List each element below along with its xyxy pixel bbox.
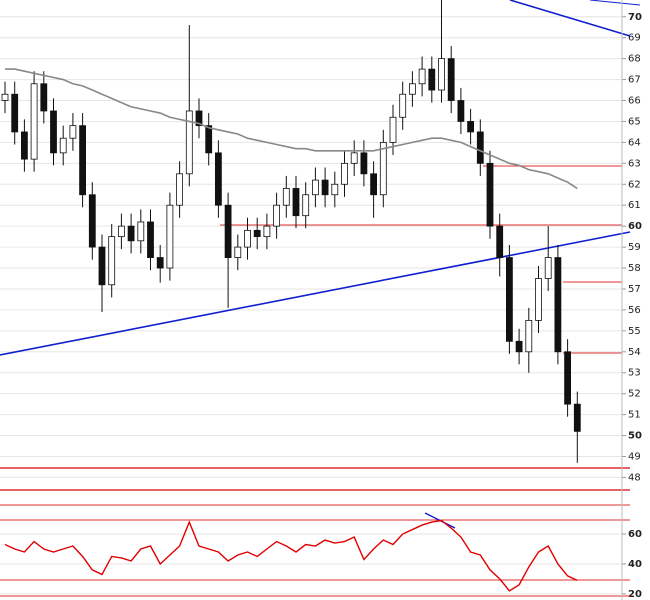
- candle-body: [214, 152, 222, 206]
- candle-body: [505, 257, 513, 342]
- y-tick-label: 54: [628, 347, 641, 358]
- y-tick-label: 65: [628, 116, 641, 127]
- candle-body: [544, 257, 552, 279]
- y-tick-label: 63: [628, 158, 641, 169]
- candle-body: [486, 162, 494, 227]
- candle-body: [118, 225, 125, 238]
- moving-average: [5, 68, 578, 190]
- y-tick-label: 60: [628, 221, 642, 232]
- candle-body: [79, 125, 86, 196]
- candle-body: [20, 131, 28, 160]
- candle-body: [360, 152, 368, 175]
- y-tick-label: 20: [628, 589, 642, 600]
- grid-layer: 48 49 50 51 52 53 54 55 56 57 58 59 60 61 62 63 64 65 66 67…: [0, 12, 642, 600]
- candle-body: [137, 221, 145, 242]
- candle-body: [273, 204, 281, 227]
- y-tick-label: 58: [628, 263, 641, 274]
- candle-body: [244, 229, 251, 248]
- candle-body: [1, 93, 9, 101]
- candle-body: [88, 194, 96, 248]
- candle-body: [496, 225, 504, 258]
- y-tick-label: 52: [628, 389, 641, 400]
- candle-body: [564, 351, 571, 405]
- trend-line: [589, 0, 641, 6]
- candle-body: [166, 204, 174, 269]
- y-tick-label: 49: [628, 451, 641, 462]
- candle-body: [302, 194, 310, 217]
- candle-body: [11, 93, 19, 133]
- candle-body: [50, 110, 57, 154]
- candle-body: [156, 257, 164, 269]
- y-tick-label: 64: [628, 137, 641, 148]
- candle-body: [69, 125, 77, 139]
- y-tick-label: 69: [628, 33, 641, 44]
- candle-body: [457, 100, 465, 122]
- candle-body: [205, 125, 213, 154]
- trend-line: [0, 231, 631, 356]
- y-tick-label: 48: [628, 472, 641, 483]
- candle-body: [253, 229, 261, 238]
- candle-body: [30, 83, 38, 160]
- candle-body: [535, 278, 542, 321]
- candle-body: [321, 179, 329, 196]
- y-tick-label: 67: [628, 75, 641, 86]
- candle-body: [40, 83, 48, 112]
- y-tick-label: 70: [628, 12, 642, 23]
- candle-body: [573, 403, 581, 432]
- candle-body: [127, 225, 135, 242]
- y-tick-label: 51: [628, 410, 641, 421]
- candle-body: [467, 121, 475, 133]
- y-tick-label: 61: [628, 200, 641, 211]
- rsi-line: [4, 519, 578, 592]
- candle-body: [98, 246, 106, 286]
- candle-body: [399, 93, 407, 118]
- candle-body: [311, 179, 319, 196]
- candle-body: [418, 68, 426, 85]
- y-tick-label: 50: [628, 431, 642, 442]
- candle-body: [292, 188, 300, 217]
- candle-body: [176, 173, 184, 206]
- y-tick-label: 60: [628, 529, 642, 540]
- candle-body: [350, 152, 358, 164]
- candle-body: [438, 58, 445, 91]
- y-tick-label: 53: [628, 368, 641, 379]
- candle-body: [185, 110, 193, 175]
- candle-body: [428, 68, 436, 91]
- candle-body: [224, 204, 232, 258]
- candle-body: [379, 141, 387, 196]
- y-tick-label: 56: [628, 305, 641, 316]
- candle-body: [525, 319, 533, 353]
- candle-body: [370, 173, 378, 196]
- candle-body: [554, 257, 562, 353]
- y-tick-label: 62: [628, 179, 641, 190]
- marks-layer: [1, 0, 581, 592]
- y-tick-label: 57: [628, 284, 641, 295]
- y-tick-label: 59: [628, 242, 641, 253]
- candle-body: [147, 221, 154, 258]
- candle-body: [282, 188, 290, 206]
- candle-body: [515, 340, 523, 353]
- y-tick-label: 68: [628, 54, 641, 65]
- candle-body: [408, 83, 416, 95]
- candle-body: [447, 58, 455, 101]
- candle-body: [195, 110, 203, 127]
- candle-body: [341, 162, 348, 185]
- y-tick-label: 40: [628, 559, 642, 570]
- candle-body: [389, 116, 397, 143]
- candle-body: [108, 236, 116, 286]
- y-tick-label: 66: [628, 96, 641, 107]
- candle-body: [263, 225, 271, 238]
- candle-body: [476, 131, 484, 164]
- candle-body: [331, 183, 339, 196]
- trend-line: [509, 0, 631, 37]
- candle-body: [234, 246, 242, 258]
- candle-body: [59, 137, 67, 154]
- y-tick-label: 55: [628, 326, 641, 337]
